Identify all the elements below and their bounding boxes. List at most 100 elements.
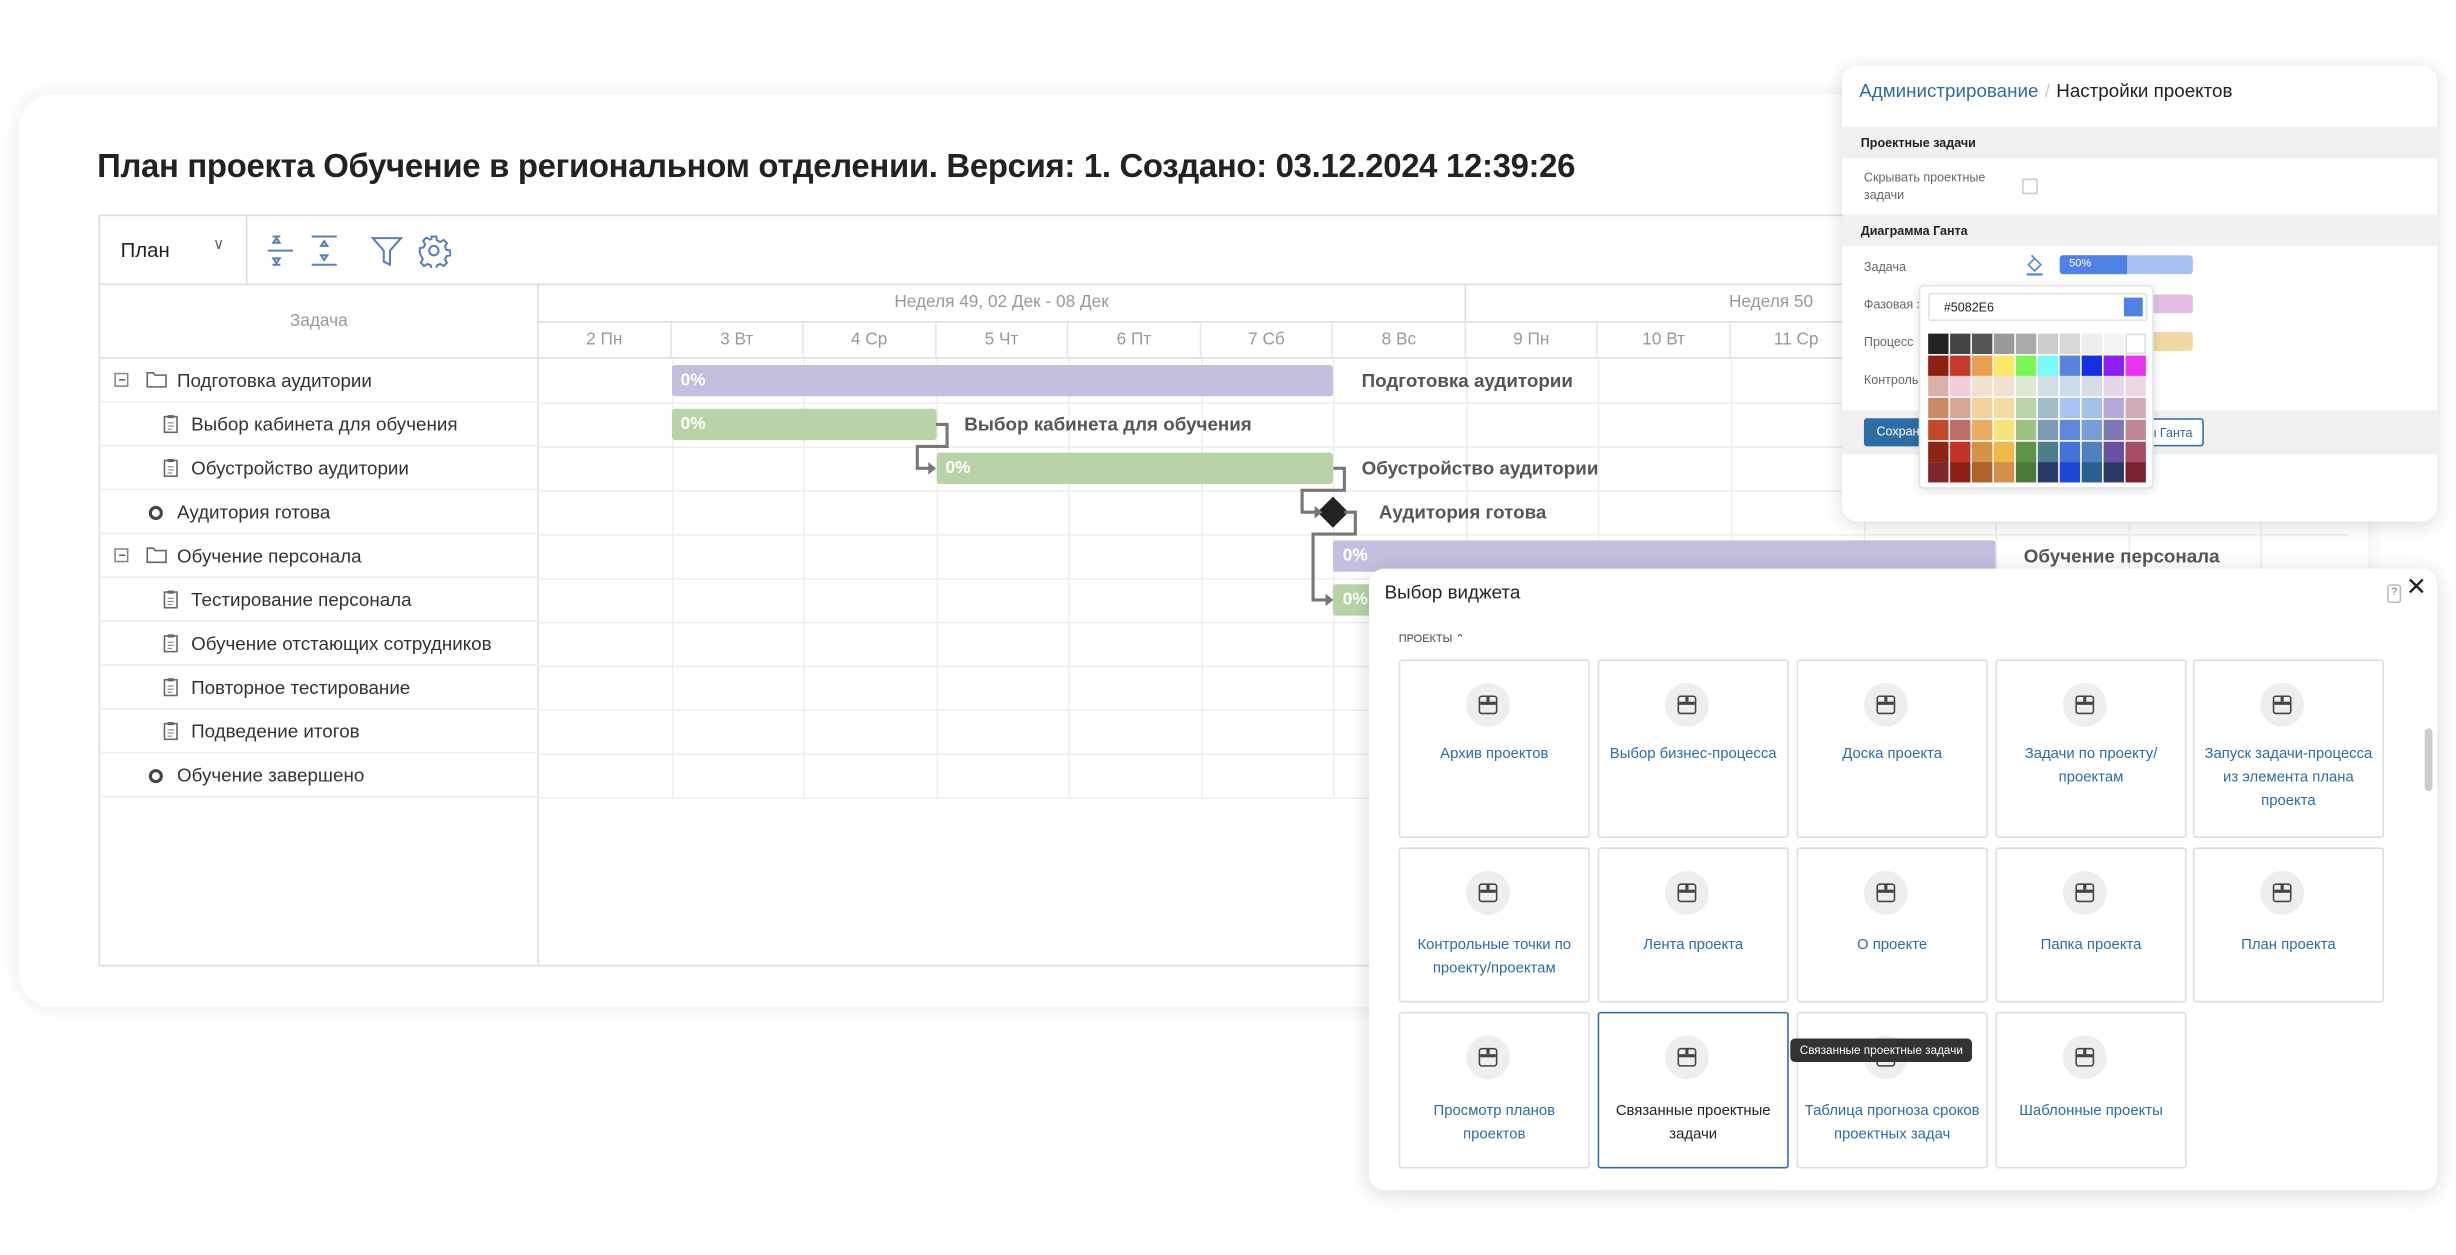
- color-swatch[interactable]: [2103, 440, 2124, 462]
- color-swatch[interactable]: [1950, 333, 1971, 354]
- widget-card[interactable]: Задачи по проекту/ проектам: [1995, 659, 2187, 838]
- color-swatch[interactable]: [2103, 462, 2124, 483]
- color-swatch[interactable]: [2059, 462, 2081, 483]
- task-bar[interactable]: 0%: [671, 408, 937, 441]
- color-swatch[interactable]: [1993, 419, 2015, 440]
- color-swatch[interactable]: [2125, 440, 2146, 462]
- color-swatch[interactable]: [1972, 462, 1993, 483]
- filter-icon[interactable]: [370, 233, 404, 267]
- color-swatch[interactable]: [1993, 376, 2015, 397]
- widget-card[interactable]: Контрольные точки по проекту/проектам: [1398, 847, 1590, 1003]
- color-swatch[interactable]: [2059, 440, 2081, 462]
- color-swatch[interactable]: [2103, 397, 2124, 419]
- color-swatch[interactable]: [1972, 333, 1993, 354]
- color-swatch[interactable]: [2037, 397, 2059, 419]
- color-swatch[interactable]: [2037, 419, 2059, 440]
- color-swatch[interactable]: [2037, 355, 2059, 376]
- color-swatch[interactable]: [2015, 419, 2037, 440]
- color-swatch[interactable]: [2125, 355, 2146, 376]
- task-row[interactable]: Обучение отстающих сотрудников: [100, 622, 539, 666]
- task-row[interactable]: Обучение персонала: [100, 534, 539, 578]
- group-bar[interactable]: 0%: [671, 364, 1334, 397]
- color-swatch[interactable]: [2037, 440, 2059, 462]
- color-swatch[interactable]: [2081, 333, 2103, 354]
- color-swatch[interactable]: [1950, 462, 1971, 483]
- color-swatch[interactable]: [1928, 419, 1949, 440]
- close-icon[interactable]: ✕: [2405, 574, 2427, 602]
- color-swatch[interactable]: [2081, 440, 2103, 462]
- color-swatch[interactable]: [1950, 440, 1971, 462]
- color-swatch[interactable]: [1993, 462, 2015, 483]
- task-row[interactable]: Подготовка аудитории: [100, 359, 539, 403]
- widget-card[interactable]: Папка проекта: [1995, 847, 2187, 1003]
- color-swatch[interactable]: [2015, 397, 2037, 419]
- color-swatch[interactable]: [2059, 397, 2081, 419]
- color-swatch[interactable]: [2081, 355, 2103, 376]
- help-icon[interactable]: ?: [2387, 584, 2402, 604]
- color-swatch[interactable]: [2081, 397, 2103, 419]
- color-swatch[interactable]: [1950, 397, 1971, 419]
- widget-card[interactable]: Таблица прогноза сроков проектных задач: [1796, 1011, 1988, 1169]
- view-select[interactable]: План ∨: [100, 216, 248, 286]
- collapse-toggle-icon[interactable]: [114, 372, 129, 387]
- color-swatch[interactable]: [1928, 462, 1949, 483]
- color-swatch[interactable]: [2059, 419, 2081, 440]
- color-swatch[interactable]: [1993, 440, 2015, 462]
- color-swatch[interactable]: [1950, 419, 1971, 440]
- widget-card[interactable]: О проекте: [1796, 847, 1988, 1003]
- widget-card[interactable]: Шаблонные проекты: [1995, 1011, 2187, 1169]
- color-swatch[interactable]: [2015, 333, 2037, 354]
- widget-card[interactable]: Просмотр планов проектов: [1398, 1011, 1590, 1169]
- widget-card[interactable]: Связанные проектные задачи: [1597, 1011, 1789, 1169]
- color-swatch[interactable]: [2015, 462, 2037, 483]
- color-swatch[interactable]: [2037, 333, 2059, 354]
- milestone-marker[interactable]: [1317, 496, 1349, 528]
- color-swatch[interactable]: [2081, 419, 2103, 440]
- widget-card[interactable]: Лента проекта: [1597, 847, 1789, 1003]
- color-swatch[interactable]: [2015, 355, 2037, 376]
- widget-card[interactable]: Доска проекта: [1796, 659, 1988, 838]
- color-swatch[interactable]: [2125, 462, 2146, 483]
- task-row[interactable]: Обустройство аудитории: [100, 446, 539, 491]
- color-swatch[interactable]: [2059, 355, 2081, 376]
- color-swatch[interactable]: [2037, 462, 2059, 483]
- breadcrumb-link-admin[interactable]: Администрирование: [1859, 79, 2039, 102]
- color-swatch[interactable]: [2015, 376, 2037, 397]
- color-swatch[interactable]: [2125, 376, 2146, 397]
- color-swatch[interactable]: [2125, 419, 2146, 440]
- color-swatch[interactable]: [1972, 355, 1993, 376]
- collapse-rows-icon[interactable]: [263, 233, 297, 267]
- paint-bucket-icon[interactable]: [2025, 254, 2044, 276]
- hex-input[interactable]: #5082E6: [1928, 292, 2148, 322]
- color-swatch[interactable]: [2103, 419, 2124, 440]
- color-swatch[interactable]: [1993, 355, 2015, 376]
- color-swatch[interactable]: [2125, 397, 2146, 419]
- widget-card[interactable]: Выбор бизнес-процесса: [1597, 659, 1789, 838]
- color-swatch[interactable]: [2125, 333, 2146, 354]
- color-swatch[interactable]: [2103, 355, 2124, 376]
- color-swatch[interactable]: [2015, 440, 2037, 462]
- color-swatch[interactable]: [1972, 440, 1993, 462]
- color-swatch[interactable]: [1928, 333, 1949, 354]
- color-swatch[interactable]: [1928, 440, 1949, 462]
- color-swatch[interactable]: [2059, 333, 2081, 354]
- scrollbar[interactable]: [2424, 728, 2433, 791]
- section-projects-toggle[interactable]: ПРОЕКТЫ ⌃: [1398, 634, 1465, 646]
- task-row[interactable]: Тестирование персонала: [100, 578, 539, 622]
- color-swatch[interactable]: [1972, 419, 1993, 440]
- task-row[interactable]: Повторное тестирование: [100, 666, 539, 710]
- collapse-toggle-icon[interactable]: [114, 548, 129, 563]
- color-swatch[interactable]: [1928, 397, 1949, 419]
- color-swatch[interactable]: [2059, 376, 2081, 397]
- color-swatch[interactable]: [1950, 376, 1971, 397]
- task-row[interactable]: Аудитория готова: [100, 490, 539, 535]
- widget-card[interactable]: Запуск задачи-процесса из элемента плана…: [2192, 659, 2384, 838]
- widget-card[interactable]: Архив проектов: [1398, 659, 1590, 838]
- color-swatch[interactable]: [1972, 397, 1993, 419]
- color-swatch[interactable]: [1993, 397, 2015, 419]
- task-row[interactable]: Обучение завершено: [100, 753, 539, 798]
- color-swatch[interactable]: [1928, 355, 1949, 376]
- color-swatch[interactable]: [1950, 355, 1971, 376]
- gear-icon[interactable]: [417, 233, 452, 268]
- group-bar[interactable]: 0%: [1333, 540, 1996, 572]
